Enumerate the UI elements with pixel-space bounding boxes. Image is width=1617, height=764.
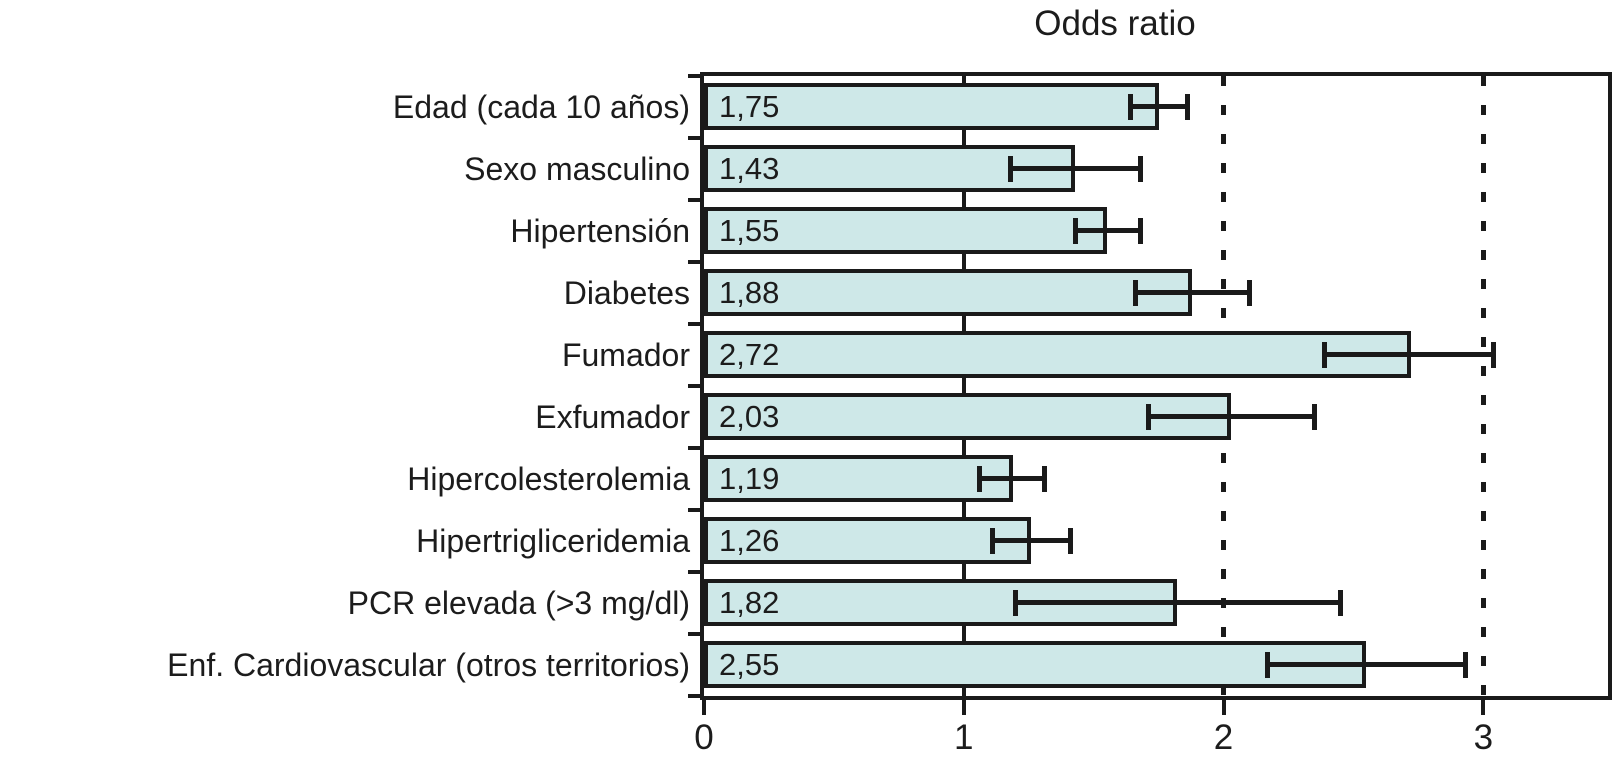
- bar-1: 1,75: [704, 83, 1159, 130]
- y-axis-tick: [688, 570, 704, 574]
- error-bar-cap-high: [1462, 651, 1468, 678]
- x-axis-tick-label-2: 2: [1213, 718, 1234, 757]
- error-bar-cap-high: [1184, 93, 1190, 120]
- bar-7: 1,19: [704, 455, 1014, 502]
- bar-value-label: 1,55: [719, 212, 780, 248]
- x-axis-tick-1: [961, 700, 966, 715]
- category-label-10: Enf. Cardiovascular (otros territorios): [167, 646, 690, 683]
- bar-value-label: 2,72: [719, 336, 780, 372]
- x-axis-tick-2: [1221, 700, 1226, 715]
- error-bar-line: [1148, 414, 1315, 419]
- y-axis-tick: [688, 322, 704, 326]
- x-axis-tick-3: [1481, 700, 1486, 715]
- chart-title: Odds ratio: [1034, 4, 1196, 43]
- error-bar-line: [1010, 166, 1141, 171]
- error-bar-line: [979, 476, 1045, 481]
- error-bar-line: [1130, 104, 1188, 109]
- bar-8: 1,26: [704, 517, 1032, 564]
- error-bar-cap-high: [1247, 279, 1253, 306]
- error-bar-cap-low: [1008, 155, 1014, 182]
- error-bar-cap-high: [1067, 527, 1073, 554]
- error-bar-line: [1267, 662, 1466, 667]
- bar-4: 1,88: [704, 269, 1193, 316]
- error-bar-cap-high: [1041, 465, 1047, 492]
- error-bar-cap-high: [1491, 341, 1497, 368]
- bar-value-label: 1,43: [719, 150, 780, 186]
- x-axis-tick-label-1: 1: [954, 718, 974, 757]
- y-axis-tick: [688, 446, 704, 450]
- bar-value-label: 2,55: [719, 646, 780, 682]
- category-label-5: Fumador: [561, 336, 690, 373]
- plot-area: 1,75 1,43 1,55 1,88 2,72 2,03 1,19 1,26 1,82 2,55: [688, 72, 1612, 700]
- x-axis-tick-label-0: 0: [694, 718, 714, 757]
- reference-line-3-dotted: [1480, 76, 1486, 696]
- y-axis-tick: [688, 136, 704, 140]
- error-bar-cap-high: [1137, 217, 1143, 244]
- error-bar-line: [1075, 228, 1141, 233]
- error-bar-line: [1015, 600, 1341, 605]
- category-label-2: Sexo masculino: [464, 150, 690, 187]
- error-bar-cap-low: [1265, 651, 1271, 678]
- x-axis-tick-label-3: 3: [1473, 718, 1494, 757]
- error-bar-cap-low: [1013, 589, 1019, 616]
- bar-value-label: 1,26: [719, 522, 780, 558]
- bar-6: 2,03: [704, 393, 1232, 440]
- error-bar-line: [1135, 290, 1250, 295]
- y-axis-tick: [688, 74, 704, 78]
- y-axis-tick: [688, 508, 704, 512]
- bar-5: 2,72: [704, 331, 1411, 378]
- bar-10: 2,55: [704, 641, 1367, 688]
- error-bar-line: [1324, 352, 1494, 357]
- category-label-4: Diabetes: [563, 274, 690, 311]
- error-bar-cap-low: [989, 527, 995, 554]
- error-bar-cap-high: [1311, 403, 1317, 430]
- bar-3: 1,55: [704, 207, 1107, 254]
- reference-line-1-solid: [961, 76, 966, 696]
- y-axis-tick: [688, 198, 704, 202]
- error-bar-cap-high: [1337, 589, 1343, 616]
- category-label-9: PCR elevada (>3 mg/dl): [347, 584, 690, 621]
- bar-value-label: 1,88: [719, 274, 780, 310]
- y-axis-tick: [688, 260, 704, 264]
- bar-value-label: 2,03: [719, 398, 780, 434]
- category-label-6: Exfumador: [535, 398, 690, 435]
- x-axis-tick-0: [702, 700, 706, 715]
- reference-line-2-dotted: [1221, 76, 1227, 696]
- category-label-1: Edad (cada 10 años): [392, 88, 690, 125]
- x-axis: 0 1 2 3: [694, 700, 1612, 764]
- error-bar-cap-low: [1145, 403, 1151, 430]
- y-axis-tick: [688, 384, 704, 388]
- category-axis-labels: Edad (cada 10 años) Sexo masculino Hiperte…: [0, 76, 690, 696]
- error-bar-cap-low: [976, 465, 982, 492]
- bar-value-label: 1,82: [719, 584, 780, 620]
- error-bar-cap-low: [1132, 279, 1138, 306]
- error-bar-cap-low: [1127, 93, 1133, 120]
- error-bar-line: [992, 538, 1071, 543]
- error-bar-cap-low: [1072, 217, 1078, 244]
- bar-value-label: 1,19: [719, 460, 780, 496]
- y-axis-tick: [688, 694, 704, 698]
- y-axis-tick: [688, 632, 704, 636]
- bar-value-label: 1,75: [719, 88, 780, 124]
- category-label-8: Hipertrigliceridemia: [416, 522, 690, 559]
- category-label-7: Hipercolesterolemia: [407, 460, 690, 497]
- category-label-3: Hipertensión: [510, 212, 690, 249]
- error-bar-cap-high: [1137, 155, 1143, 182]
- error-bar-cap-low: [1322, 341, 1328, 368]
